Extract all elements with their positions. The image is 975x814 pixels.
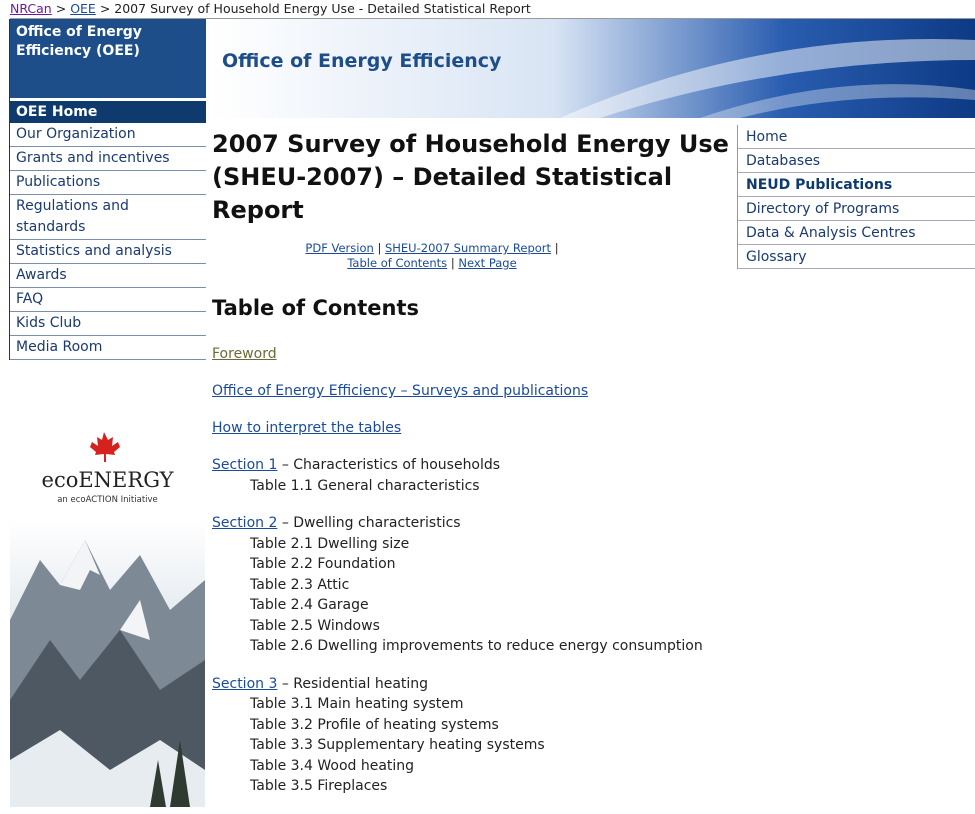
doc-link[interactable]: PDF Version [305, 241, 373, 255]
toc-section: Section 1 – Characteristics of household… [212, 455, 952, 496]
section-link[interactable]: Section 3 [212, 676, 277, 692]
table-entry: Table 2.4 Garage [212, 595, 952, 616]
link-separator: | [377, 241, 381, 255]
section-line: Section 3 – Residential heating [212, 674, 952, 695]
left-nav-item[interactable]: Grants and incentives [10, 147, 206, 171]
logo-name: ecoENERGY [10, 468, 205, 492]
toc-intro: Office of Energy Efficiency – Surveys an… [212, 381, 952, 401]
right-nav-item[interactable]: Home [738, 125, 975, 149]
doc-link[interactable]: Next Page [458, 256, 516, 270]
left-nav-item[interactable]: Regulations and standards [10, 195, 206, 240]
table-entry: Table 3.4 Wood heating [212, 756, 952, 777]
table-entry: Table 2.3 Attic [212, 575, 952, 596]
left-nav-header: Office of Energy Efficiency (OEE) [10, 19, 206, 101]
table-entry: Table 2.6 Dwelling improvements to reduc… [212, 636, 952, 657]
toc-link[interactable]: How to interpret the tables [212, 420, 401, 436]
table-entry: Table 3.1 Main heating system [212, 694, 952, 715]
right-nav-item[interactable]: Directory of Programs [738, 197, 975, 221]
table-entry: Table 3.2 Profile of heating systems [212, 715, 952, 736]
left-nav-item[interactable]: Awards [10, 264, 206, 288]
toc-heading: Table of Contents [212, 296, 419, 320]
page-title: 2007 Survey of Household Energy Use (SHE… [212, 128, 732, 227]
page: {"breadcrumb": {"links": ["NRCan", "OEE"… [0, 0, 975, 807]
section-title: – Dwelling characteristics [282, 515, 461, 531]
left-nav-item[interactable]: FAQ [10, 288, 206, 312]
section-line: Section 2 – Dwelling characteristics [212, 513, 952, 534]
right-nav-item[interactable]: Databases [738, 149, 975, 173]
breadcrumb-separator: > [56, 1, 66, 16]
doc-link[interactable]: SHEU-2007 Summary Report [385, 241, 551, 255]
section-link[interactable]: Section 1 [212, 457, 277, 473]
link-separator: | [555, 241, 559, 255]
table-entry: Table 3.3 Supplementary heating systems [212, 735, 952, 756]
maple-leaf [90, 432, 120, 462]
breadcrumb-separator: > [100, 1, 110, 16]
banner-gap [210, 19, 214, 118]
section-title: – Residential heating [282, 676, 428, 692]
right-nav-item[interactable]: Data & Analysis Centres [738, 221, 975, 245]
right-nav-item[interactable]: Glossary [738, 245, 975, 269]
doc-link[interactable]: Table of Contents [347, 256, 447, 270]
left-nav-item[interactable]: Statistics and analysis [10, 240, 206, 264]
left-nav-item[interactable]: Our Organization [10, 123, 206, 147]
breadcrumb-link[interactable]: NRCan [10, 1, 52, 16]
section-title: – Characteristics of households [282, 457, 500, 473]
left-nav-item[interactable]: Media Room [10, 336, 206, 360]
table-entry: Table 2.1 Dwelling size [212, 534, 952, 555]
link-separator: | [451, 256, 455, 270]
banner-title: Office of Energy Efficiency [222, 50, 501, 72]
breadcrumb: NRCan > OEE > 2007 Survey of Household E… [10, 0, 975, 19]
table-entry: Table 2.5 Windows [212, 616, 952, 637]
left-nav-item[interactable]: Publications [10, 171, 206, 195]
toc-intro: How to interpret the tables [212, 418, 952, 438]
breadcrumb-current: 2007 Survey of Household Energy Use - De… [114, 1, 531, 16]
toc-intro: Foreword [212, 344, 952, 364]
section-line: Section 1 – Characteristics of household… [212, 455, 952, 476]
toc-link[interactable]: Foreword [212, 346, 277, 362]
left-nav-home[interactable]: OEE Home [10, 101, 206, 123]
right-nav-item[interactable]: NEUD Publications [738, 173, 975, 197]
toc: Foreword Office of Energy Efficiency – Su… [212, 344, 952, 814]
left-nav-item[interactable]: Kids Club [10, 312, 206, 336]
breadcrumb-link[interactable]: OEE [70, 1, 96, 16]
page-body: NRCan > OEE > 2007 Survey of Household E… [0, 0, 975, 807]
section-link[interactable]: Section 2 [212, 515, 277, 531]
table-entry: Table 1.1 General characteristics [212, 476, 952, 497]
logo-tagline: an ecoACTION Initiative [10, 495, 205, 505]
toc-link[interactable]: Office of Energy Efficiency – Surveys an… [212, 383, 588, 399]
table-entry: Table 3.5 Fireplaces [212, 776, 952, 797]
left-nav: Office of Energy Efficiency (OEE) OEE Ho… [9, 19, 206, 360]
doc-links: PDF Version | SHEU-2007 Summary Report |… [262, 241, 602, 271]
table-entry: Table 2.2 Foundation [212, 554, 952, 575]
